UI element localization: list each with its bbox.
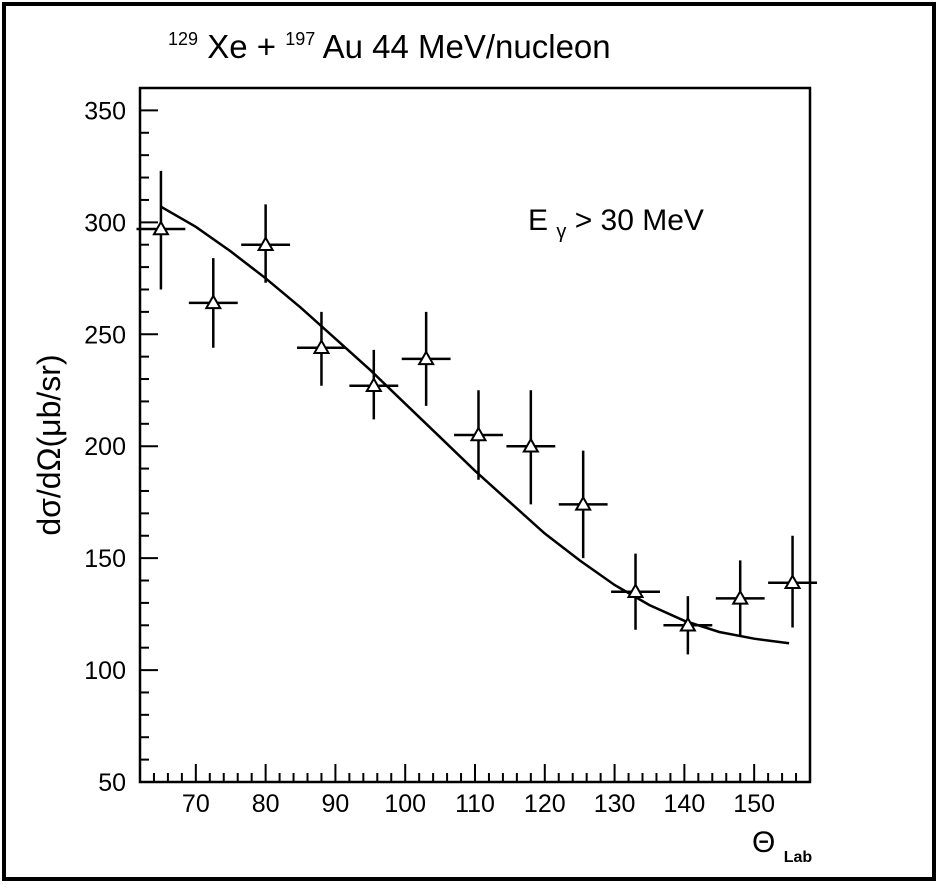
triangle-marker — [469, 425, 488, 442]
data-point — [188, 258, 238, 348]
x-label-sub: Lab — [784, 849, 813, 866]
triangle-marker — [626, 582, 645, 598]
x-tick-label: 70 — [182, 790, 210, 818]
triangle-marker — [522, 437, 540, 453]
triangle-marker — [312, 338, 331, 354]
x-axis-label: Θ Lab — [752, 826, 812, 866]
data-point — [241, 204, 291, 283]
data-point — [401, 311, 451, 406]
triangle-marker — [152, 220, 170, 236]
data-points-layer — [136, 170, 817, 655]
data-point — [297, 311, 346, 386]
triangle-marker — [574, 495, 592, 511]
x-tick-label: 140 — [664, 790, 706, 818]
x-tick-label: 80 — [252, 790, 280, 818]
triangle-marker — [256, 235, 275, 251]
triangle-marker — [783, 573, 802, 590]
annotation-rest: > 30 MeV — [575, 204, 704, 237]
title-symbol-a: Xe + — [207, 28, 285, 65]
annotation-gamma: γ — [556, 221, 566, 243]
triangle-marker — [417, 349, 435, 366]
x-tick-label: 120 — [524, 790, 566, 818]
data-point — [506, 390, 556, 505]
triangle-marker — [365, 376, 383, 392]
annotation-e: E — [528, 204, 548, 237]
y-tick-label: 200 — [84, 433, 126, 461]
data-point — [715, 560, 765, 637]
y-tick-label: 100 — [84, 657, 126, 685]
triangle-marker — [679, 616, 697, 632]
x-tick-label: 100 — [384, 790, 426, 818]
data-point — [768, 535, 817, 628]
y-axis-label: dσ/dΩ(μb/sr) — [31, 354, 67, 535]
data-point — [663, 596, 713, 655]
y-tick-label: 300 — [84, 209, 126, 237]
x-tick-label: 150 — [733, 790, 775, 818]
x-tick-label: 130 — [594, 790, 636, 818]
fit-curve-layer — [160, 205, 790, 645]
axis-ticks: 70 80 90 100 110 120 130 140 150 50 100 150 200 250 30… — [84, 87, 798, 818]
triangle-marker — [204, 293, 223, 310]
chart-title: 129 Xe + 197 Au 44 MeV/nucleon — [168, 15, 611, 65]
title-mass-a: 129 — [168, 29, 198, 49]
energy-cut-annotation: E γ > 30 MeV — [528, 204, 704, 245]
data-point — [454, 390, 503, 480]
triangle-marker — [731, 589, 749, 605]
fit-curve-line — [160, 205, 790, 645]
data-point — [611, 553, 660, 630]
y-tick-label: 150 — [84, 545, 126, 573]
title-mass-b: 197 — [285, 29, 315, 49]
x-tick-label: 110 — [455, 790, 495, 818]
data-point — [349, 349, 399, 420]
title-symbol-b: Au 44 MeV/nucleon — [323, 28, 611, 65]
y-tick-label: 50 — [98, 769, 126, 797]
x-tick-label: 90 — [322, 790, 350, 818]
y-tick-label: 350 — [84, 97, 126, 125]
x-label-theta: Θ — [752, 826, 775, 859]
data-point — [136, 170, 186, 290]
data-point — [558, 450, 608, 559]
y-tick-label: 250 — [84, 321, 126, 349]
